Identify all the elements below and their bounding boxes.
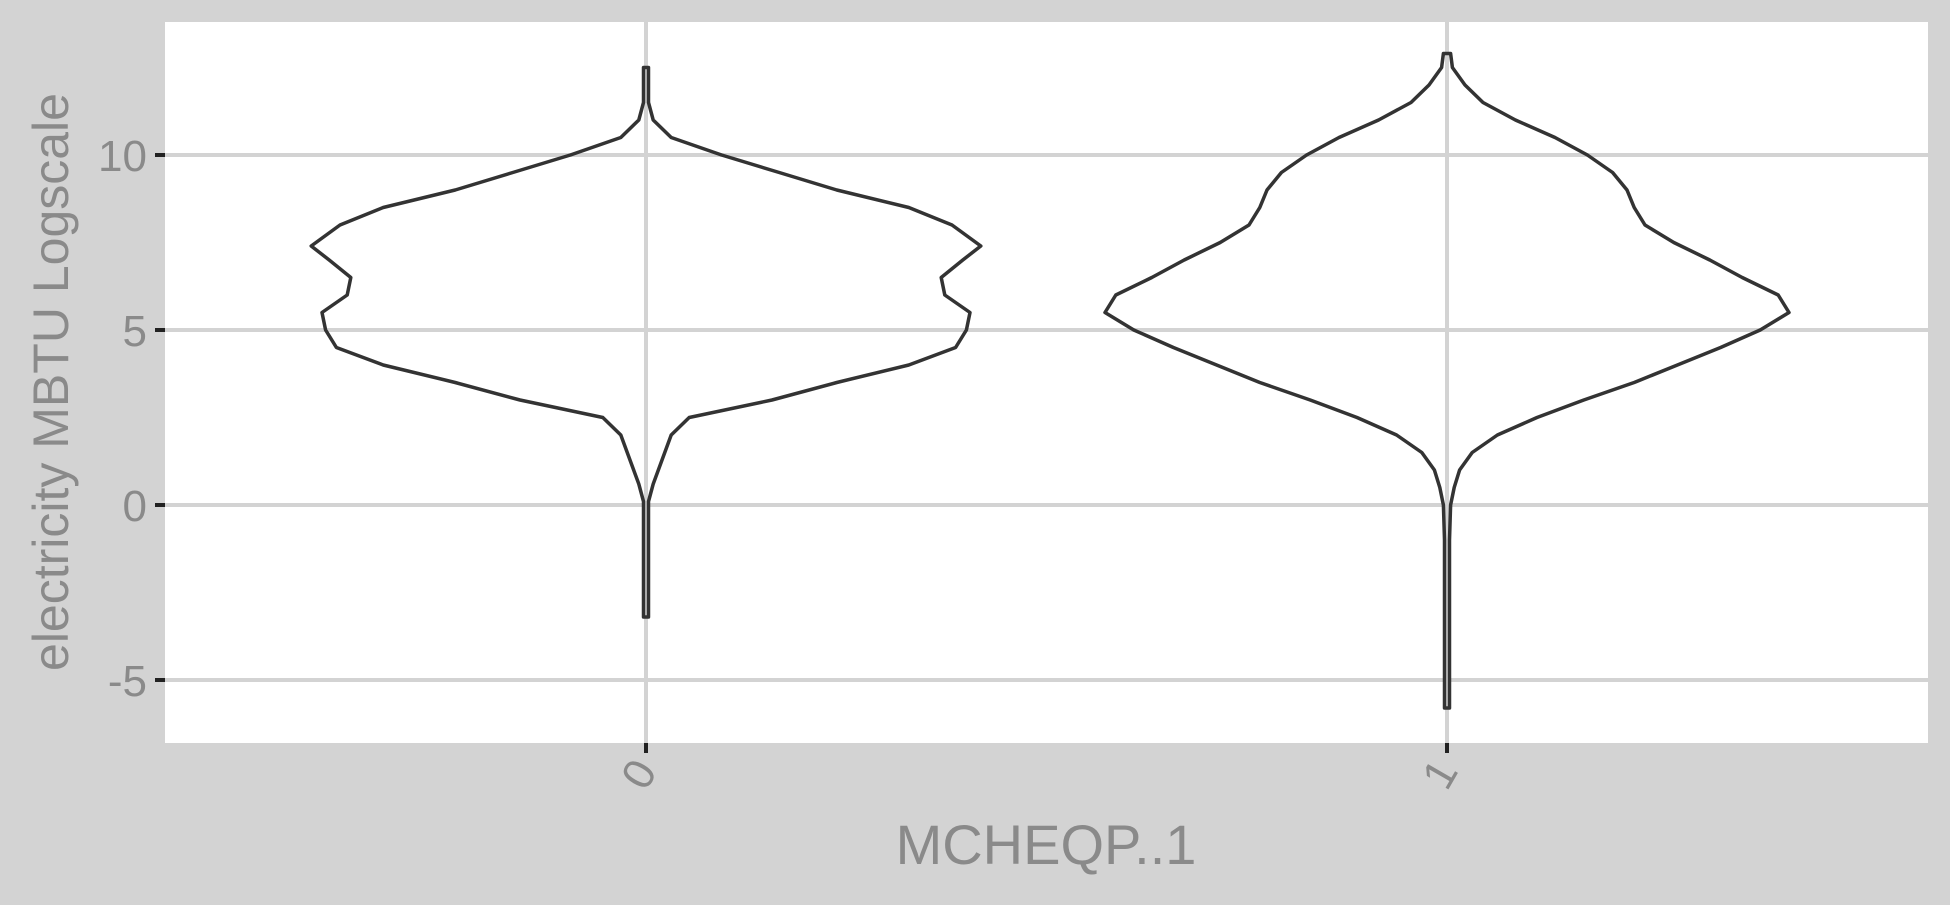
x-tick-label: 1: [1413, 752, 1468, 798]
violin-1: [1103, 51, 1791, 710]
y-tick-label: 5: [123, 307, 147, 356]
panel-background: [165, 22, 1928, 743]
x-tick-label: 0: [612, 752, 667, 798]
violins: [309, 51, 1791, 710]
x-axis-title: MCHEQP..1: [896, 813, 1197, 876]
y-tick-label: 10: [98, 132, 147, 181]
grid-lines: [165, 22, 1928, 743]
y-tick-label: 0: [123, 482, 147, 531]
y-axis-title: electricity MBTU Logscale: [23, 93, 79, 671]
y-tick-label: -5: [108, 657, 147, 706]
violin-0: [309, 65, 983, 619]
